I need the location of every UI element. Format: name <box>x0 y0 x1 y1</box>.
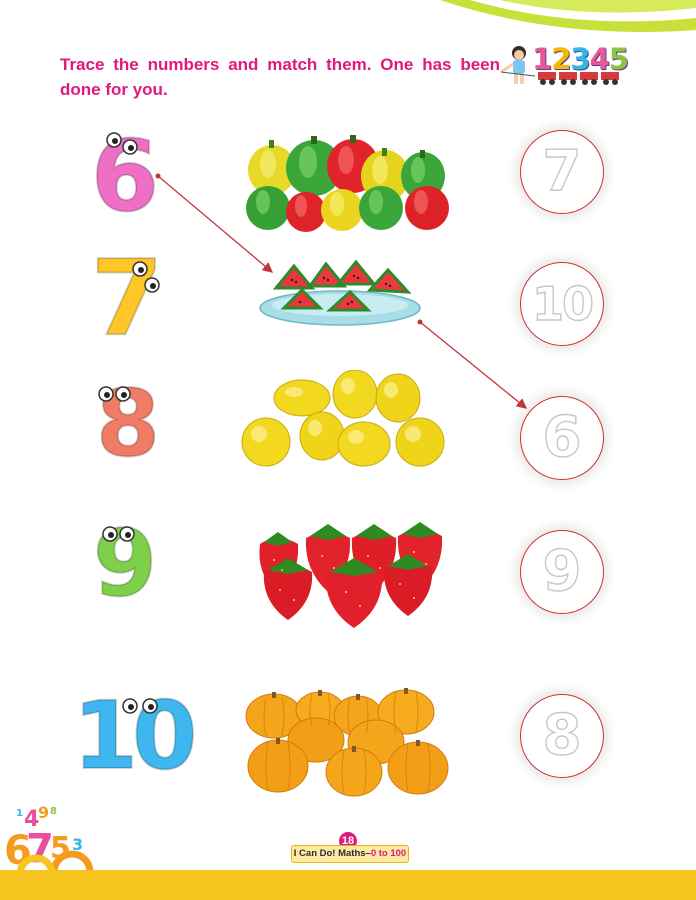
pepper <box>286 136 342 196</box>
lemon <box>337 421 391 467</box>
train-wagons <box>538 72 619 85</box>
watermelon-slice <box>307 261 348 288</box>
svg-text:9: 9 <box>38 803 49 822</box>
book-title-range: 0 to 100 <box>370 848 407 859</box>
pepper <box>405 186 449 230</box>
pepper <box>359 186 403 230</box>
trace-circle[interactable]: 9 <box>520 530 604 614</box>
watermelon-slice <box>366 267 412 294</box>
lemon <box>375 373 421 423</box>
eyes-icon <box>98 386 131 402</box>
svg-text:8: 8 <box>50 806 57 817</box>
pepper <box>321 189 363 231</box>
svg-text:3: 3 <box>72 835 83 854</box>
eyes-icon <box>106 132 138 155</box>
train-digit: 4 <box>589 42 610 76</box>
lemon <box>395 417 445 467</box>
watermelon-slice <box>334 259 378 286</box>
eyes-icon <box>122 698 158 714</box>
train-digit: 5 <box>608 42 629 76</box>
book-title: I Can Do! Maths–0 to 100 <box>291 845 409 863</box>
book-title-text: I Can Do! Maths– <box>293 848 371 859</box>
dotted-digit: 10 <box>531 276 594 331</box>
watermelon-slices-image <box>259 259 421 326</box>
svg-text:1: 1 <box>16 808 23 819</box>
trace-circle[interactable]: 8 <box>520 694 604 778</box>
number-train: 12345 <box>532 42 629 76</box>
girl-illustration <box>500 46 536 84</box>
decorative-swoosh <box>440 0 696 32</box>
strawberries-image <box>259 522 443 628</box>
dotted-digit: 6 <box>542 404 582 470</box>
dotted-digit: 8 <box>542 702 582 768</box>
trace-circle[interactable]: 7 <box>520 130 604 214</box>
train-digit: 2 <box>551 42 571 76</box>
pumpkins-image <box>245 688 449 797</box>
pepper <box>286 192 326 232</box>
match-line <box>155 173 273 273</box>
strawberry <box>383 554 433 616</box>
svg-text:4: 4 <box>24 807 39 832</box>
eyes-icon <box>132 261 160 293</box>
dotted-digit: 7 <box>542 138 582 204</box>
lemons-image <box>241 370 445 467</box>
footer-bar <box>0 870 696 900</box>
pepper <box>246 186 290 230</box>
match-line <box>417 319 528 409</box>
number-seven: 7 <box>90 237 164 359</box>
eyes-icon <box>102 526 135 542</box>
train-digit: 1 <box>532 42 552 76</box>
watermelon-slice <box>326 289 372 312</box>
train-digit: 3 <box>570 42 590 76</box>
watermelon-slice <box>280 287 324 310</box>
svg-text:6: 6 <box>4 828 32 874</box>
dotted-digit: 9 <box>542 538 582 604</box>
strawberry <box>263 558 313 620</box>
strawberry <box>325 558 383 628</box>
watermelon-slice <box>272 263 316 290</box>
instruction-text: Trace the numbers and match them. One ha… <box>60 55 500 99</box>
decorative-numbers: 6 7 5 3 4 9 8 1 <box>4 803 94 875</box>
pepper <box>248 140 296 195</box>
lemon <box>273 379 331 417</box>
trace-circle[interactable]: 6 <box>520 396 604 480</box>
bell-peppers-image <box>246 135 449 232</box>
lemon <box>241 417 291 467</box>
trace-circle[interactable]: 10 <box>520 262 604 346</box>
